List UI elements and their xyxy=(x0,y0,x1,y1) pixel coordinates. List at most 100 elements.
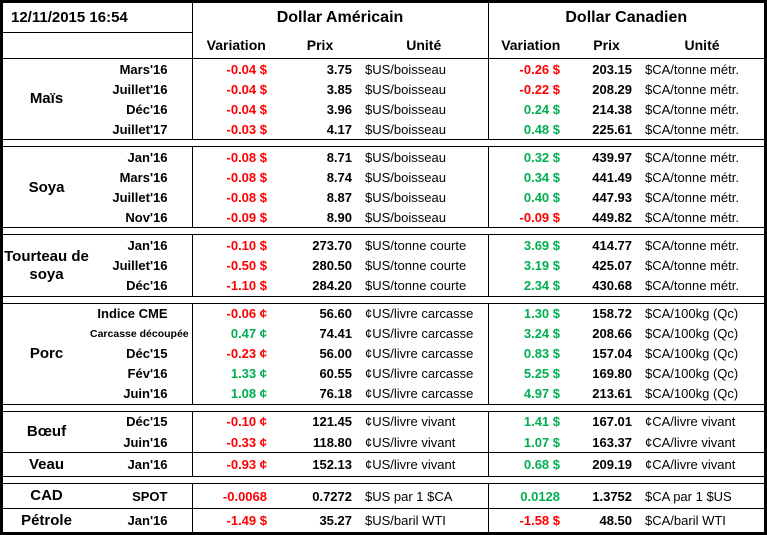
us-unit-cell: $US/boisseau xyxy=(360,187,489,208)
table-row: Fév'16 1.33 ¢ 60.55 ¢US/livre carcasse 5… xyxy=(3,363,764,384)
us-variation-cell: -0.33 ¢ xyxy=(226,434,267,450)
us-price-cell: 121.45 xyxy=(280,410,360,433)
contract-cell: Juillet'17 xyxy=(90,119,193,141)
contract-cell: Mars'16 xyxy=(90,167,193,188)
us-price-cell: 152.13 xyxy=(280,452,360,478)
us-price-cell: 76.18 xyxy=(280,383,360,405)
ca-variation-cell: 0.24 $ xyxy=(523,101,561,117)
ca-unit-cell: $CA/tonne métr. xyxy=(640,275,765,297)
contract-cell: Déc'16 xyxy=(90,99,193,120)
us-variation-cell: -0.0068 xyxy=(192,483,280,509)
us-variation-cell: -0.10 ¢ xyxy=(192,410,280,433)
contract-cell: Juillet'16 xyxy=(90,79,193,100)
ca-dollar-title: Dollar Canadien xyxy=(565,8,688,26)
contract-cell: Juin'16 xyxy=(90,432,193,453)
us-price-cell: 35.27 xyxy=(280,507,360,532)
ca-variation-cell: 3.24 $ xyxy=(523,326,561,342)
us-unit-cell: ¢US/livre carcasse xyxy=(360,383,489,405)
ca-unit-cell: $CA/tonne métr. xyxy=(640,119,765,141)
ca-variation-cell: 0.32 $ xyxy=(488,146,574,168)
us-unit-cell: ¢US/livre carcasse xyxy=(360,343,489,364)
ca-variation-cell: 0.83 $ xyxy=(523,346,561,362)
section-gap xyxy=(3,140,764,147)
us-price-cell: 60.55 xyxy=(319,366,352,382)
contract-cell: Jan'16 xyxy=(90,507,193,532)
us-variation-cell: -0.23 ¢ xyxy=(226,346,267,362)
ca-price-cell: 441.49 xyxy=(592,169,633,185)
ca-price-cell: 167.01 xyxy=(573,410,641,433)
us-price-cell: 8.87 xyxy=(326,189,352,205)
ca-unit-cell: $CA/100kg (Qc) xyxy=(640,302,765,324)
us-price-cell: 8.71 xyxy=(280,146,360,168)
ca-price-cell: 214.38 xyxy=(592,101,633,117)
table-row: Pétrole Jan'16 -1.49 $ 35.27 $US/baril W… xyxy=(3,507,765,532)
table-row: Carcasse découpée 0.47 ¢ 74.41 ¢US/livre… xyxy=(3,323,764,344)
us-variation-cell: -0.08 $ xyxy=(226,169,267,185)
ca-variation-cell: 1.07 $ xyxy=(523,434,561,450)
us-unit-cell: $US/boisseau xyxy=(360,146,489,168)
table-row: Tourteau de soya Jan'16 -0.10 $ 273.70 $… xyxy=(3,234,765,297)
us-price-cell: 8.90 xyxy=(280,207,360,229)
us-unit-cell: $US/boisseau xyxy=(360,119,489,141)
us-unit-cell: ¢US/livre carcasse xyxy=(360,302,489,324)
us-variation-cell: -0.04 $ xyxy=(192,58,280,80)
ca-unit-cell: $CA/tonne métr. xyxy=(645,81,739,97)
ca-unit-cell: $CA/baril WTI xyxy=(640,507,765,532)
table-row: Juin'16 1.08 ¢ 76.18 ¢US/livre carcasse … xyxy=(3,383,765,405)
us-variation-cell: -0.09 $ xyxy=(192,207,280,229)
us-variation-cell: 1.33 ¢ xyxy=(230,366,267,382)
table-row: Juillet'16 -0.50 $ 280.50 $US/tonne cour… xyxy=(3,255,764,276)
ca-price-cell: 163.37 xyxy=(592,434,633,450)
table-row: Porc Indice CME -0.06 ¢ 56.60 ¢US/livre … xyxy=(3,302,765,405)
us-unit-cell: $US/boisseau xyxy=(360,79,489,100)
us-variation-cell: -0.50 $ xyxy=(226,258,267,274)
contract-cell: Jan'16 xyxy=(90,452,193,478)
us-price-cell: 280.50 xyxy=(312,258,352,274)
table-row: Soya Jan'16 -0.08 $ 8.71 $US/boisseau 0.… xyxy=(3,146,765,229)
us-unit-cell: $US/boisseau xyxy=(360,58,489,80)
ca-unit-cell: $CA/tonne métr. xyxy=(640,234,765,256)
us-price-cell: 0.7272 xyxy=(280,483,360,509)
us-unit-cell: ¢US/livre carcasse xyxy=(360,363,489,384)
contract-cell: Juillet'16 xyxy=(90,255,193,276)
contract-cell: Juillet'16 xyxy=(90,187,193,208)
table-row: Déc'15 -0.23 ¢ 56.00 ¢US/livre carcasse … xyxy=(3,343,764,364)
ca-variation-cell: 0.0128 xyxy=(488,483,574,509)
ca-variation-cell: 0.34 $ xyxy=(523,169,561,185)
us-variation-cell: -0.08 $ xyxy=(192,146,280,168)
us-unit-cell: $US/tonne courte xyxy=(360,255,489,276)
us-unit-cell: $US/baril WTI xyxy=(360,507,489,532)
table-row: CAD SPOT -0.0068 0.7272 $US par 1 $CA 0.… xyxy=(3,483,765,509)
table-row: Juillet'16 -0.04 $ 3.85 $US/boisseau -0.… xyxy=(3,79,764,100)
ca-variation-cell: -0.09 $ xyxy=(488,207,574,229)
timestamp: 12/11/2015 16:54 xyxy=(3,3,193,33)
ca-variation-cell: -1.58 $ xyxy=(488,507,574,532)
ca-unit-cell: $CA/tonne métr. xyxy=(640,207,765,229)
ca-price-cell: 1.3752 xyxy=(573,483,641,509)
us-variation-cell: -0.08 $ xyxy=(226,189,267,205)
us-unit-cell: $US/boisseau xyxy=(360,207,489,229)
us-price-cell: 56.00 xyxy=(319,346,352,362)
ca-price-cell: 157.04 xyxy=(592,346,633,362)
contract-cell: Fév'16 xyxy=(90,363,193,384)
contract-cell: Jan'16 xyxy=(90,234,193,256)
section-gap-cell xyxy=(3,140,764,147)
ca-unit-cell: $CA/tonne métr. xyxy=(640,146,765,168)
ca-unit-cell: $CA/tonne métr. xyxy=(645,169,739,185)
header-row-currencies: 12/11/2015 16:54 Dollar Américain Dollar… xyxy=(3,3,764,33)
section-gap xyxy=(3,228,764,235)
us-variation-cell: -0.03 $ xyxy=(192,119,280,141)
us-unit-cell: $US/boisseau xyxy=(360,167,489,188)
ca-variation-cell: 3.69 $ xyxy=(488,234,574,256)
section-gap xyxy=(3,296,764,303)
ca-unit-cell: ¢CA/livre vivant xyxy=(645,434,736,450)
us-unit-cell: ¢US/livre vivant xyxy=(360,410,489,433)
us-variation-cell: -1.10 $ xyxy=(192,275,280,297)
section-gap-cell xyxy=(3,477,764,484)
contract-cell: Déc'16 xyxy=(90,275,193,297)
ca-price-cell: 203.15 xyxy=(573,58,641,80)
ca-price-cell: 208.29 xyxy=(592,81,633,97)
us-unit-cell: ¢US/livre carcasse xyxy=(360,323,489,344)
us-price-cell: 8.74 xyxy=(326,169,352,185)
